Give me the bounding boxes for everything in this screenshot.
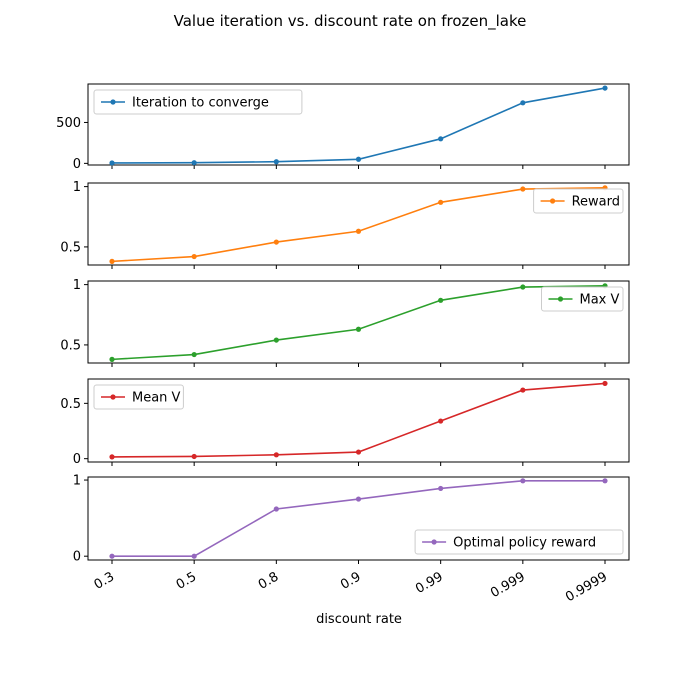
y-tick-label: 0.5 <box>60 397 81 412</box>
data-point <box>109 160 115 166</box>
y-tick-label: 0.5 <box>60 240 81 255</box>
legend-label: Max V <box>580 293 620 308</box>
data-point <box>109 553 115 559</box>
legend-marker <box>557 296 564 302</box>
y-tick-label: 500 <box>56 116 81 131</box>
legend-marker <box>110 394 116 400</box>
series-line <box>111 285 606 361</box>
data-point <box>109 454 115 460</box>
data-point <box>520 186 526 192</box>
data-point <box>273 337 279 343</box>
data-point <box>438 199 444 205</box>
legend-marker <box>550 198 556 204</box>
x-tick-label: 0.5 <box>174 569 199 592</box>
legend: Max V <box>541 286 624 312</box>
y-tick-label: 0 <box>73 550 81 565</box>
data-point <box>191 351 197 358</box>
y-tick-label: 1 <box>73 474 81 489</box>
x-tick-label: 0.3 <box>92 569 117 592</box>
panel-5: 0 1 Optimal policy reward 0.3 0.5 0.8 0.9 0.99 0… <box>73 474 630 605</box>
y-tick-label: 1 <box>73 180 81 195</box>
x-tick-label: 0.9999 <box>563 569 610 605</box>
legend-label: Reward <box>572 195 620 210</box>
data-point <box>273 159 279 165</box>
panel-2: 0.5 1 Reward <box>60 180 630 269</box>
data-point <box>438 136 444 142</box>
legend-box <box>533 188 624 214</box>
legend-box <box>541 286 624 312</box>
data-point <box>520 284 526 290</box>
data-point <box>273 452 279 458</box>
data-point <box>438 297 444 303</box>
legend: Iteration to converge <box>93 89 303 115</box>
data-point <box>109 258 115 264</box>
series-line <box>111 187 606 263</box>
data-point <box>602 478 608 484</box>
data-point <box>602 85 608 91</box>
legend-box <box>414 529 624 555</box>
y-tick-label: 0 <box>73 157 81 172</box>
data-point <box>191 160 197 166</box>
panel-1: 0 500 Iteration to converge <box>56 83 630 172</box>
y-tick-label: 0.5 <box>60 338 81 353</box>
legend: Optimal policy reward <box>414 529 624 555</box>
legend-box <box>93 89 303 115</box>
data-point <box>273 239 279 245</box>
data-point <box>191 453 197 460</box>
panels: 0 500 Iteration to converge 0.5 1 Reward 0.5 1 M… <box>56 83 630 605</box>
y-tick-label: 0 <box>73 452 81 467</box>
data-point <box>191 553 197 559</box>
data-point <box>355 496 362 502</box>
data-point <box>109 356 115 362</box>
data-point <box>191 253 197 260</box>
y-tick-label: 1 <box>73 278 81 293</box>
data-point <box>438 485 444 492</box>
legend-marker <box>110 99 116 105</box>
data-point <box>438 418 444 424</box>
x-tick-label: 0.8 <box>256 569 281 592</box>
legend-label: Optimal policy reward <box>453 536 596 551</box>
legend-label: Iteration to converge <box>132 96 269 111</box>
legend-box <box>93 384 184 410</box>
legend: Mean V <box>93 384 184 410</box>
data-point <box>273 506 279 512</box>
series-line <box>111 382 606 458</box>
data-point <box>355 228 362 234</box>
legend-label: Mean V <box>132 391 181 406</box>
data-point <box>520 478 526 484</box>
x-tick-label: 0.99 <box>413 569 446 596</box>
data-point <box>520 100 526 106</box>
panel-3: 0.5 1 Max V <box>60 278 630 367</box>
x-tick-label: 0.9 <box>338 569 363 592</box>
data-point <box>520 387 526 393</box>
data-point <box>355 449 362 455</box>
data-point <box>355 156 362 162</box>
legend: Reward <box>533 188 624 214</box>
chart-title: Value iteration vs. discount rate on fro… <box>174 12 527 31</box>
legend-marker <box>431 539 437 545</box>
data-point <box>602 380 608 387</box>
data-point <box>355 326 362 332</box>
x-axis-label: discount rate <box>316 612 402 627</box>
panel-4: 0 0.5 Mean V <box>60 378 630 467</box>
x-tick-label: 0.999 <box>488 569 528 601</box>
